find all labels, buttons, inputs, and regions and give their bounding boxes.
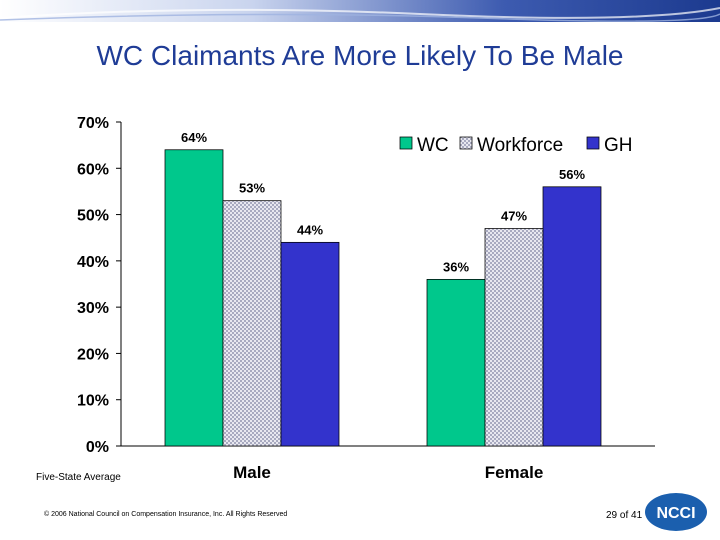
legend-label-wc: WC: [417, 135, 449, 156]
bar-wc-male: [164, 149, 224, 447]
page-title: WC Claimants Are More Likely To Be Male: [96, 40, 624, 71]
data-label: 47%: [501, 208, 527, 223]
bar-gh-male: [280, 241, 340, 447]
y-tick-label: 50%: [77, 208, 109, 225]
y-tick-label: 20%: [77, 346, 109, 363]
copyright-text: © 2006 National Council on Compensation …: [44, 511, 288, 518]
y-tick-label: 30%: [77, 300, 109, 317]
x-category-label: Female: [485, 463, 544, 482]
legend-label-workforce: Workforce: [477, 135, 563, 156]
x-category-label: Male: [233, 463, 271, 482]
chart-note: Five-State Average: [36, 472, 121, 483]
bar-workforce-female: [484, 228, 544, 447]
y-tick-label: 70%: [77, 115, 109, 132]
legend-swatch-wc: [399, 136, 413, 150]
svg-text:NCCI: NCCI: [656, 505, 695, 522]
data-label: 44%: [297, 222, 323, 237]
y-tick-label: 40%: [77, 254, 109, 271]
bar-gh-female: [542, 186, 602, 447]
bar-workforce-male: [222, 200, 282, 447]
y-tick-label: 0%: [86, 439, 109, 456]
bar-wc-female: [426, 278, 486, 447]
header-banner: [0, 0, 720, 22]
ncci-logo: NCCI: [645, 493, 707, 531]
data-label: 36%: [443, 259, 469, 274]
legend-swatch-gh: [586, 136, 600, 150]
data-label: 56%: [559, 167, 585, 182]
page-number: 29 of 41: [606, 510, 643, 521]
data-label: 53%: [239, 181, 265, 196]
legend-swatch-workforce: [459, 136, 473, 150]
y-tick-label: 10%: [77, 393, 109, 410]
data-label: 64%: [181, 130, 207, 145]
legend-label-gh: GH: [604, 135, 633, 156]
y-tick-label: 60%: [77, 161, 109, 178]
